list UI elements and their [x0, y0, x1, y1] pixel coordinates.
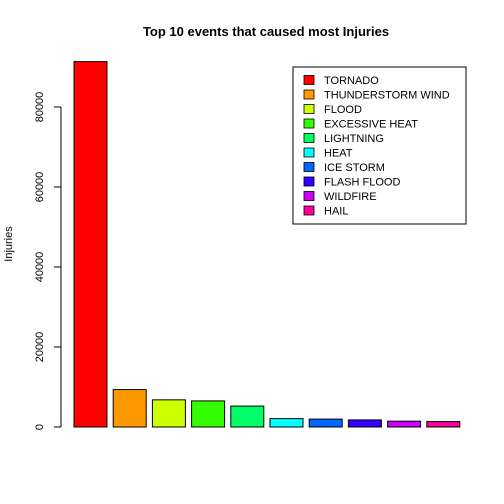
legend-label: TORNADO	[324, 75, 379, 87]
legend-swatch	[303, 176, 315, 187]
bar	[112, 389, 147, 428]
legend-swatch	[303, 89, 315, 100]
legend-swatch	[303, 191, 315, 201]
y-tick-label: 0	[34, 424, 46, 430]
chart-title: Top 10 events that caused most Injuries	[143, 24, 389, 39]
legend-swatch	[303, 75, 315, 85]
legend-swatch	[303, 133, 315, 143]
bar	[347, 419, 382, 428]
legend: TORNADO THUNDERSTORM WIND FLOOD EXCESSIVE H…	[292, 66, 467, 225]
bars-group	[73, 61, 461, 428]
bar	[73, 61, 108, 428]
y-tick-label: 80000	[34, 92, 46, 123]
legend-label: WILDFIRE	[324, 191, 377, 203]
legend-label: FLASH FLOOD	[324, 177, 400, 189]
legend-label: HEAT	[324, 148, 353, 160]
bar	[426, 421, 461, 428]
legend-label: EXCESSIVE HEAT	[324, 119, 418, 131]
legend-swatch	[303, 104, 315, 114]
legend-swatch	[303, 162, 315, 172]
bar	[151, 399, 186, 428]
y-axis: 0 20000 40000 60000 80000	[34, 92, 62, 430]
bar	[191, 400, 226, 428]
legend-swatch	[303, 147, 315, 158]
legend-swatch	[303, 118, 315, 129]
bar	[387, 420, 422, 428]
y-tick-label: 20000	[34, 332, 46, 363]
legend-label: LIGHTNING	[324, 133, 384, 145]
legend-box	[292, 66, 467, 225]
bar	[230, 405, 265, 428]
bar	[308, 418, 343, 428]
y-tick-label: 40000	[34, 252, 46, 283]
legend-swatch	[303, 205, 315, 216]
legend-label: THUNDERSTORM WIND	[324, 90, 450, 102]
y-tick-label: 60000	[34, 172, 46, 203]
y-axis-label: Injuries	[3, 226, 15, 262]
legend-label: ICE STORM	[324, 162, 385, 174]
legend-label: FLOOD	[324, 104, 362, 116]
bar	[269, 418, 304, 428]
legend-label: HAIL	[324, 206, 348, 218]
